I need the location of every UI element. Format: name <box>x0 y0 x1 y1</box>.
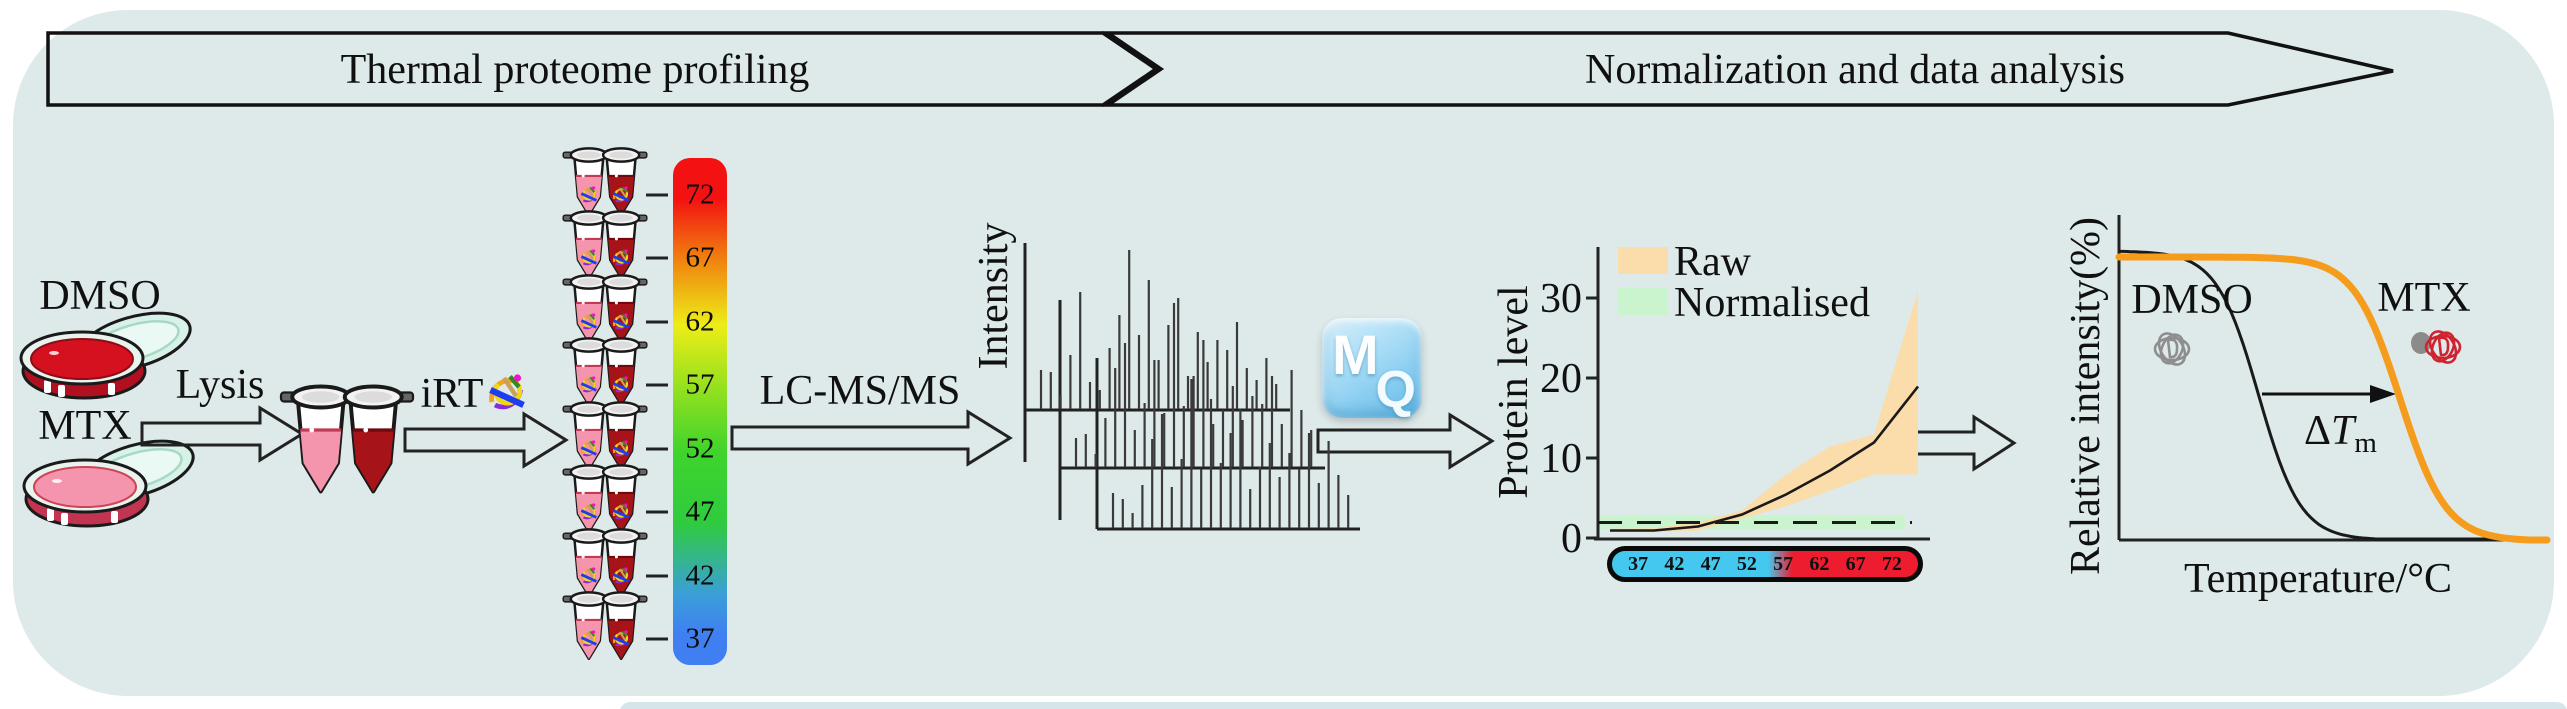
gradient-tick-label: 67 <box>685 241 715 274</box>
temperature-colorbar-axis: 37 42 47 52 57 62 67 72 <box>1607 546 1923 582</box>
banner-step1-label: Thermal proteome profiling <box>340 47 810 93</box>
lysis-arrow <box>140 405 305 463</box>
protein-chart-axes <box>1586 247 1930 541</box>
gradient-tick-label: 47 <box>685 495 715 528</box>
delta-tm-arrow <box>2262 385 2396 403</box>
lcmsms-arrow <box>730 409 1013 467</box>
lysis-label: Lysis <box>175 362 265 408</box>
protein-level-axis-label: Protein level <box>1491 285 1537 499</box>
lcmsms-label: LC-MS/MS <box>759 368 961 414</box>
gradient-tick-label: 57 <box>685 368 715 401</box>
protein-ytick-label: 0 <box>1561 515 1582 562</box>
irt-label: iRT <box>420 371 484 417</box>
next-panel-sliver <box>620 702 2567 709</box>
melting-mtx-label: MTX <box>2377 275 2471 321</box>
process-banner <box>46 31 2394 107</box>
mtx-protein-icon <box>2411 325 2463 369</box>
gradient-tube-pairs <box>563 148 647 658</box>
dmso-protein-icon <box>2152 327 2192 371</box>
raw-mean-line <box>1610 385 1920 532</box>
gradient-tick-label: 72 <box>685 178 715 211</box>
irt-peptide-icon <box>491 374 524 407</box>
dmso-condition-label: DMSO <box>39 273 161 319</box>
maxquant-icon: M Q <box>1322 318 1422 419</box>
petri-dish-mtx-icon <box>22 439 195 528</box>
tm-symbol: T <box>2331 408 2355 454</box>
colorbar-temp-label: 52 <box>1736 553 1757 575</box>
legend-raw-label: Raw <box>1674 239 1751 285</box>
maxquant-letter-q: Q <box>1375 361 1416 419</box>
mtx-condition-label: MTX <box>38 403 132 449</box>
colorbar-temp-label: 42 <box>1664 553 1685 575</box>
banner-step1-arrow <box>46 31 1160 107</box>
analysis-arrow <box>1914 414 2017 472</box>
melting-dmso-label: DMSO <box>2131 277 2253 323</box>
gradient-tick-label: 42 <box>685 559 715 592</box>
raw-band <box>1610 290 1918 533</box>
gradient-tick-label: 37 <box>685 622 715 655</box>
delta-symbol: Δ <box>2304 408 2332 454</box>
petri-dish-dmso-icon <box>19 311 192 400</box>
colorbar-temp-label: 57 <box>1773 553 1794 575</box>
relative-intensity-axis-label: Relative intensity(%) <box>2063 216 2109 576</box>
banner-step2-label: Normalization and data analysis <box>1585 47 2125 93</box>
lysate-tube-pair-icon <box>279 384 415 494</box>
colorbar-temp-label: 67 <box>1845 553 1866 575</box>
colorbar-temp-label: 37 <box>1628 553 1649 575</box>
delta-tm-label: ΔTm <box>2304 407 2377 460</box>
figure-background-panel <box>13 10 2554 696</box>
legend-raw-swatch <box>1618 247 1668 274</box>
protein-ytick-label: 10 <box>1540 435 1582 482</box>
maxquant-letter-m: M <box>1332 323 1379 386</box>
gradient-tick-label: 52 <box>685 432 715 465</box>
temperature-axis-label: Temperature/°C <box>2183 556 2453 602</box>
irt-arrow <box>403 411 569 469</box>
legend-normalised-label: Normalised <box>1674 280 1870 326</box>
banner-step2-arrow <box>1102 31 2394 107</box>
protein-ytick-label: 20 <box>1540 355 1582 402</box>
intensity-axis-label: Intensity <box>971 222 1017 370</box>
protein-ytick-label: 30 <box>1540 275 1582 322</box>
maxquant-arrow <box>1316 412 1495 470</box>
colorbar-temp-label: 47 <box>1700 553 1721 575</box>
gradient-tick-label: 62 <box>685 305 715 338</box>
colorbar-temp-label: 62 <box>1809 553 1830 575</box>
legend-normalised-swatch <box>1618 288 1668 315</box>
colorbar-temp-label: 72 <box>1881 553 1902 575</box>
mtx-melting-curve <box>2115 253 2551 544</box>
temperature-gradient-bar <box>673 158 727 665</box>
tm-subscript: m <box>2354 427 2377 459</box>
